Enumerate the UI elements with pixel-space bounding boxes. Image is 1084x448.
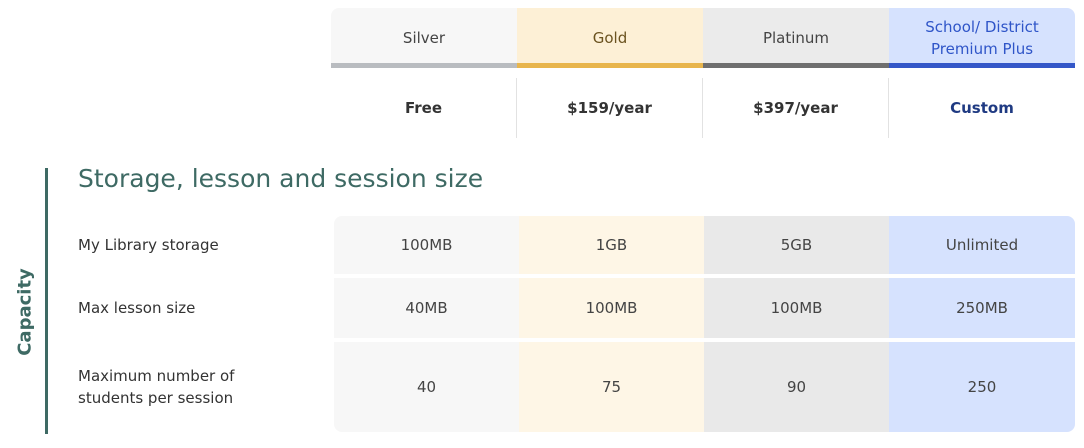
cell-platinum-max-lesson-size: 100MB [704,278,889,338]
plan-price-gold: $159/year [517,78,703,138]
feature-label-library-storage: My Library storage [78,236,219,254]
plan-header-premium-plus: School/ District Premium Plus [889,8,1075,68]
plan-accent-bar-silver [331,63,517,68]
cell-platinum-library-storage: 5GB [704,216,889,274]
category-label: Capacity [14,268,36,356]
plan-header-gold: Gold [517,8,703,68]
cell-silver-library-storage: 100MB [334,216,519,274]
plan-header-platinum: Platinum [703,8,889,68]
cell-platinum-max-students: 90 [704,342,889,432]
feature-label-max-lesson-size: Max lesson size [78,299,196,317]
cell-premium-max-students: 250 [889,342,1075,432]
plan-accent-bar-platinum [703,63,889,68]
plan-accent-bar-gold [517,63,703,68]
plan-price-platinum: $397/year [703,78,889,138]
plan-header-silver: Silver [331,8,517,68]
cell-silver-max-lesson-size: 40MB [334,278,519,338]
cell-gold-max-lesson-size: 100MB [519,278,704,338]
plan-name-premium-plus: School/ District Premium Plus [925,18,1039,58]
plan-accent-bar-premium-plus [889,63,1075,68]
cell-gold-library-storage: 1GB [519,216,704,274]
plan-price-premium-plus: Custom [950,99,1014,117]
plan-name-gold: Gold [592,29,628,47]
cell-premium-library-storage: Unlimited [889,216,1075,274]
plan-name-platinum: Platinum [762,29,830,47]
plan-name-silver: Silver [402,29,446,47]
cell-silver-max-students: 40 [334,342,519,432]
cell-gold-max-students: 75 [519,342,704,432]
section-title: Storage, lesson and session size [78,164,484,193]
category-divider-line [45,168,48,434]
plan-price-silver: Free [331,78,517,138]
cell-premium-max-lesson-size: 250MB [889,278,1075,338]
feature-label-max-students: Maximum number of students per session [78,367,235,407]
